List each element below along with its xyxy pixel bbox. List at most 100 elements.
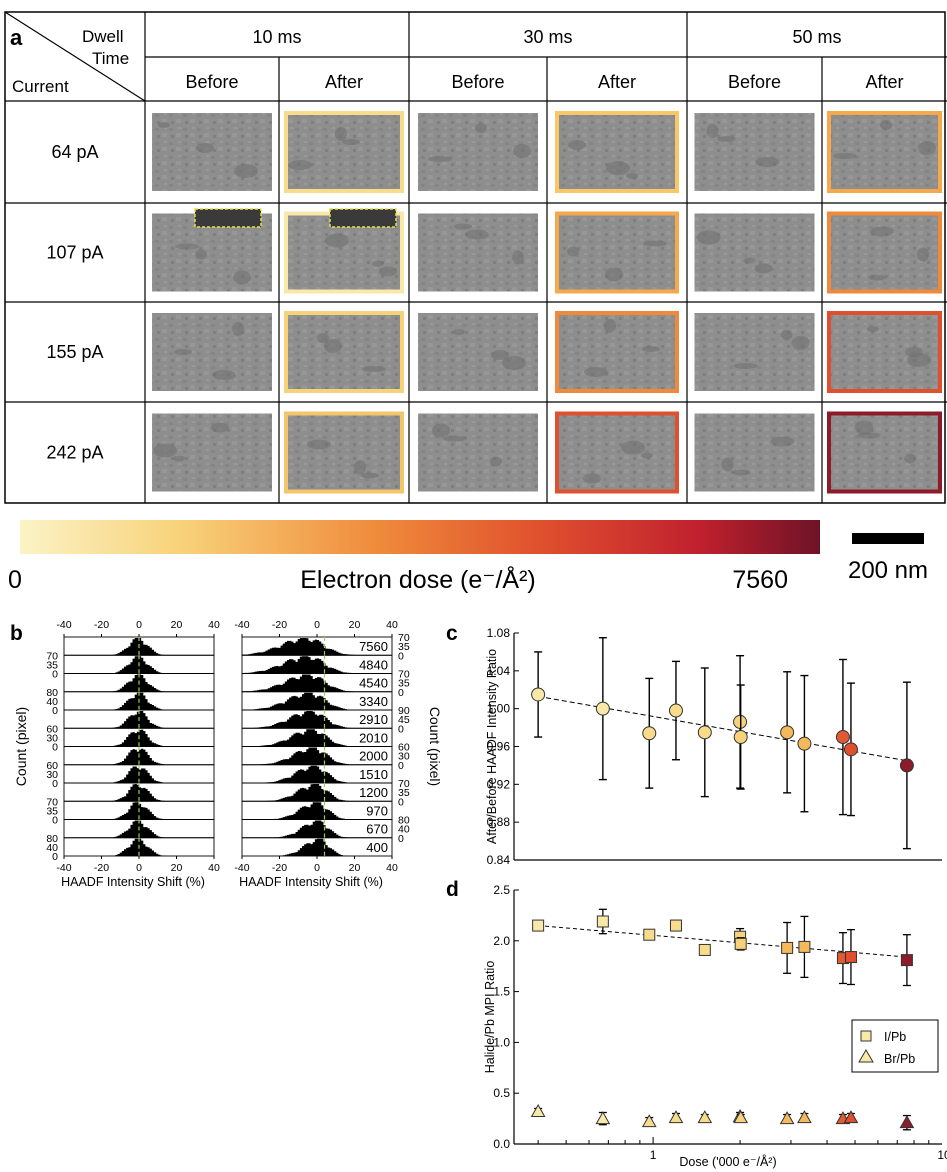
micrograph-texture bbox=[354, 460, 366, 475]
micrograph-texture bbox=[372, 260, 384, 267]
colorbar-max-label: 7560 bbox=[732, 566, 788, 594]
x-tick-label-top: -20 bbox=[272, 619, 287, 631]
histogram-bars bbox=[242, 711, 392, 729]
micrograph-texture bbox=[868, 274, 886, 281]
x-tick-label: 10 bbox=[937, 1148, 947, 1162]
micrograph-texture bbox=[233, 270, 251, 285]
histogram-bars bbox=[242, 692, 392, 710]
data-point bbox=[697, 725, 712, 740]
micrograph-texture bbox=[880, 120, 892, 130]
x-tick-label-bottom: -20 bbox=[272, 862, 287, 874]
left-y-tick-label: 40 bbox=[46, 842, 58, 854]
dose-label: 4840 bbox=[359, 657, 388, 672]
x-axis-label: HAADF Intensity Shift (%) bbox=[239, 875, 383, 889]
dwell-time-header: 10 ms bbox=[252, 27, 301, 47]
after-header: After bbox=[325, 72, 363, 92]
micrograph-texture bbox=[317, 333, 329, 343]
x-tick-label-top: 40 bbox=[208, 619, 220, 631]
micrograph-texture bbox=[174, 349, 192, 355]
data-point bbox=[843, 742, 858, 757]
panel-d: d 2.5 2.0 1.5 1.0 0.5 0.0 1 10 Dose ('000 e⁻/Å²)… bbox=[446, 878, 947, 1169]
micrograph-texture bbox=[490, 456, 502, 467]
data-point-square bbox=[698, 943, 711, 956]
micrograph-texture bbox=[335, 127, 347, 141]
after-header: After bbox=[865, 72, 903, 92]
x-tick-label-top: 0 bbox=[136, 619, 142, 631]
dose-label: 400 bbox=[366, 840, 388, 855]
x-axis-label: HAADF Intensity Shift (%) bbox=[61, 875, 205, 889]
data-point-square bbox=[596, 915, 609, 928]
right-y-tick-label: 0 bbox=[398, 760, 404, 772]
panel-a: a Dwell Time Current 10 ms 30 ms 50 ms Befo… bbox=[4, 11, 947, 504]
micrograph-texture bbox=[621, 440, 645, 455]
legend-label: Br/Pb bbox=[884, 1052, 915, 1066]
data-point-triangle bbox=[641, 1114, 657, 1128]
scale-bar bbox=[852, 533, 924, 544]
micrograph-texture bbox=[307, 439, 331, 450]
right-y-tick-label: 70 bbox=[398, 632, 410, 644]
right-y-tick-label: 35 bbox=[398, 641, 410, 653]
x-tick-label-bottom: 0 bbox=[136, 862, 142, 874]
before-header: Before bbox=[185, 72, 238, 92]
micrograph-texture bbox=[905, 347, 923, 357]
left-y-tick-label: 40 bbox=[46, 696, 58, 708]
micrograph-texture bbox=[626, 173, 638, 179]
micrograph-texture bbox=[153, 443, 177, 458]
micrograph-texture bbox=[454, 223, 472, 230]
micrograph-texture bbox=[604, 319, 616, 333]
legend-box bbox=[851, 1019, 939, 1073]
histogram-bars bbox=[242, 838, 392, 856]
x-tick-label-bottom: -20 bbox=[94, 862, 109, 874]
histogram-bars bbox=[242, 784, 392, 802]
dose-label: 2010 bbox=[359, 730, 388, 745]
micrograph-texture bbox=[567, 246, 579, 257]
data-point-square bbox=[532, 919, 545, 932]
micrograph-after bbox=[555, 311, 679, 393]
micrograph-after bbox=[827, 311, 942, 393]
micrograph-texture bbox=[770, 436, 795, 447]
micrograph-texture bbox=[196, 143, 214, 153]
micrograph-texture bbox=[428, 156, 452, 162]
corner-diagonal bbox=[4, 11, 146, 102]
right-y-tick-label: 60 bbox=[398, 742, 410, 754]
data-point-square bbox=[643, 928, 656, 941]
right-y-tick-label: 30 bbox=[398, 751, 410, 763]
micrograph-texture bbox=[696, 230, 721, 245]
left-y-tick-label: 0 bbox=[52, 815, 58, 827]
left-y-tick-label: 30 bbox=[46, 732, 58, 744]
data-point-triangle bbox=[797, 1110, 812, 1124]
before-header: Before bbox=[728, 72, 781, 92]
micrograph-texture bbox=[568, 140, 586, 150]
x-tick-label-bottom: 40 bbox=[386, 862, 398, 874]
left-y-tick-label: 60 bbox=[46, 723, 58, 735]
x-tick-label-bottom: -40 bbox=[234, 862, 249, 874]
data-point-square bbox=[669, 919, 682, 932]
micrograph-texture bbox=[212, 370, 236, 380]
micrograph-texture bbox=[605, 267, 623, 282]
right-y-tick-label: 35 bbox=[398, 678, 410, 690]
panel-a-label: a bbox=[10, 25, 23, 50]
scale-bar-label: 200 nm bbox=[848, 557, 928, 584]
histogram-bars bbox=[242, 656, 392, 674]
left-y-tick-label: 70 bbox=[46, 796, 58, 808]
x-tick-label-bottom: 20 bbox=[171, 862, 183, 874]
data-point bbox=[797, 736, 812, 751]
right-y-tick-label: 80 bbox=[398, 815, 410, 827]
micrograph-texture bbox=[211, 422, 229, 433]
left-y-tick-label: 30 bbox=[46, 769, 58, 781]
y-tick-label: 1.0 bbox=[493, 1035, 510, 1049]
dose-label: 3340 bbox=[359, 694, 388, 709]
y-tick-label: 0.96 bbox=[487, 740, 511, 754]
dose-label: 2000 bbox=[359, 749, 388, 764]
micrograph-texture bbox=[512, 250, 524, 265]
micrograph-texture bbox=[780, 330, 793, 340]
micrograph-after bbox=[555, 111, 679, 193]
right-y-tick-label: 70 bbox=[398, 669, 410, 681]
micrograph-texture bbox=[642, 346, 660, 352]
after-header: After bbox=[598, 72, 636, 92]
dose-label: 2910 bbox=[359, 712, 388, 727]
current-label: 64 pA bbox=[51, 142, 98, 162]
y-tick-label: 0.88 bbox=[487, 815, 511, 829]
micrograph-after bbox=[555, 411, 679, 494]
